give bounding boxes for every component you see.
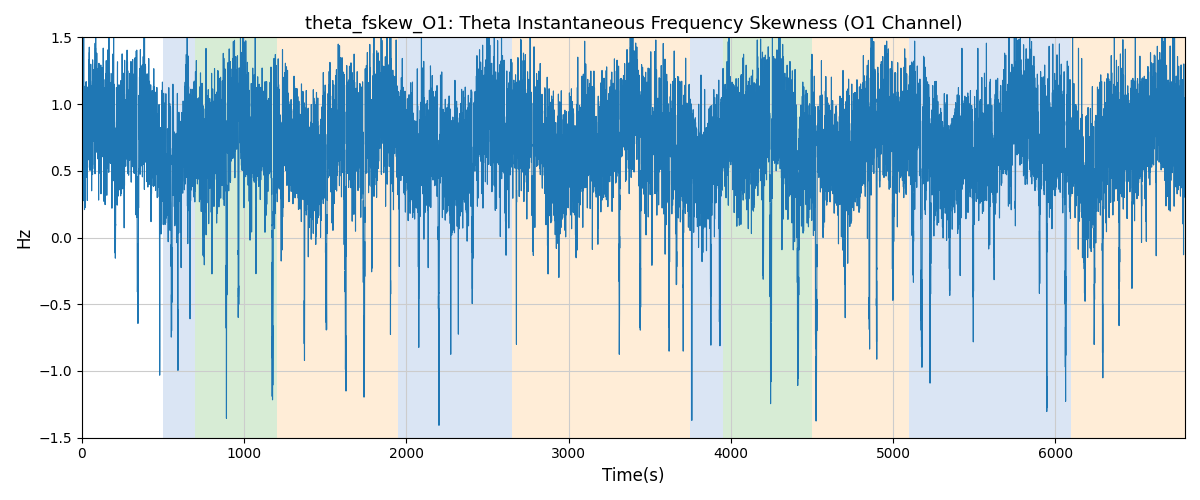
Bar xyxy=(812,38,910,438)
Bar xyxy=(398,38,511,438)
Bar xyxy=(276,38,398,438)
Bar xyxy=(910,38,1072,438)
Bar xyxy=(163,38,196,438)
Bar xyxy=(196,38,276,438)
Bar xyxy=(1072,38,1184,438)
X-axis label: Time(s): Time(s) xyxy=(602,467,665,485)
Bar xyxy=(722,38,812,438)
Bar xyxy=(511,38,690,438)
Title: theta_fskew_O1: Theta Instantaneous Frequency Skewness (O1 Channel): theta_fskew_O1: Theta Instantaneous Freq… xyxy=(305,15,962,34)
Y-axis label: Hz: Hz xyxy=(14,227,32,248)
Bar xyxy=(690,38,722,438)
